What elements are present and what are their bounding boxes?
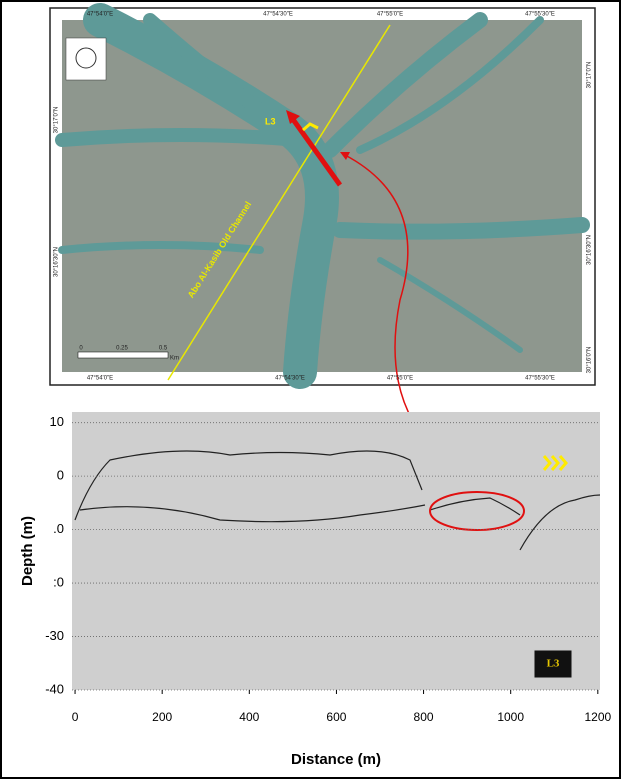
x-tick-label: 600 bbox=[326, 710, 346, 724]
profile-line-label: L3 bbox=[547, 658, 560, 670]
x-axis-label: Distance (m) bbox=[291, 751, 381, 768]
y-tick-label: -30 bbox=[45, 628, 64, 643]
x-tick-label: 0 bbox=[72, 710, 79, 724]
scale-unit: Km bbox=[170, 356, 179, 362]
map-coord: 47°54'0"E bbox=[87, 12, 113, 18]
map-coord: 47°54'30"E bbox=[275, 376, 305, 382]
map-coord: 30°16'30"N bbox=[54, 247, 60, 277]
map-coord: 47°55'0"E bbox=[387, 376, 413, 382]
y-tick-label: :0 bbox=[53, 575, 64, 590]
north-arrow-box bbox=[66, 38, 106, 80]
map: L3 Abo Al-Kasib Old Channel bbox=[62, 20, 582, 380]
y-tick-label: -40 bbox=[45, 681, 64, 696]
y-tick-label: 0 bbox=[57, 468, 64, 483]
y-axis-label: Depth (m) bbox=[19, 516, 36, 586]
x-tick-label: 200 bbox=[152, 710, 172, 724]
figure: L3 Abo Al-Kasib Old Channel L3 Depth (m)… bbox=[0, 0, 621, 779]
map-coord: 47°55'30"E bbox=[525, 376, 555, 382]
map-line-label: L3 bbox=[265, 116, 276, 126]
map-coord: 30°16'30"N bbox=[587, 235, 593, 265]
x-tick-label: 1000 bbox=[497, 710, 524, 724]
map-coord: 47°54'0"E bbox=[87, 376, 113, 382]
map-coord: 30°16'0"N bbox=[587, 347, 593, 374]
scale-label: 0.25 bbox=[116, 346, 128, 352]
x-tick-label: 1200 bbox=[584, 710, 611, 724]
map-coord: 47°54'30"E bbox=[263, 12, 293, 18]
map-coord: 47°55'30"E bbox=[525, 12, 555, 18]
scale-label: 0.5 bbox=[159, 346, 168, 352]
y-tick-label: 10 bbox=[50, 414, 64, 429]
x-tick-label: 400 bbox=[239, 710, 259, 724]
map-coord: 47°55'0"E bbox=[377, 12, 403, 18]
scale-bar bbox=[78, 352, 168, 358]
map-coord: 30°17'0"N bbox=[587, 62, 593, 89]
map-coord: 30°17'0"N bbox=[54, 107, 60, 134]
x-tick-label: 800 bbox=[414, 710, 434, 724]
y-tick-label: .0 bbox=[53, 521, 64, 536]
